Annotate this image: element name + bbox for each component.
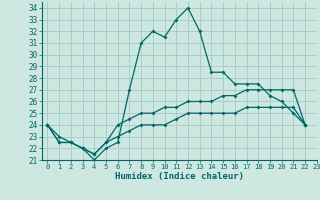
X-axis label: Humidex (Indice chaleur): Humidex (Indice chaleur) <box>115 172 244 181</box>
